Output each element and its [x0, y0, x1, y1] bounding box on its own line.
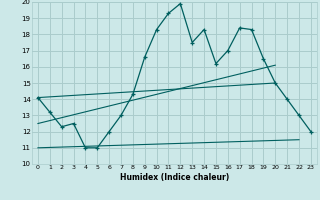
X-axis label: Humidex (Indice chaleur): Humidex (Indice chaleur): [120, 173, 229, 182]
